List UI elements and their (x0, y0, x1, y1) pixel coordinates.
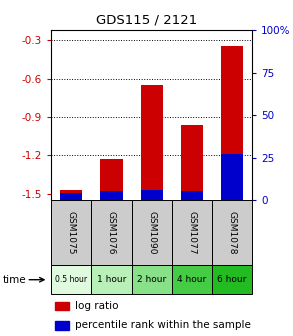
Bar (132, 265, 172, 294)
Text: 2 hour: 2 hour (137, 275, 166, 284)
Bar (181, 192, 203, 200)
Text: log ratio: log ratio (75, 301, 119, 311)
Text: GSM1078: GSM1078 (227, 211, 236, 254)
Bar (51, 200, 91, 265)
Text: GSM1077: GSM1077 (187, 211, 196, 254)
Text: 0.5 hour: 0.5 hour (55, 275, 87, 284)
Bar (60, 193, 82, 200)
Bar (91, 200, 132, 265)
Bar (221, 46, 243, 200)
Bar (51, 265, 91, 294)
Text: time: time (3, 275, 27, 285)
Bar (141, 190, 163, 200)
Bar (100, 192, 122, 200)
Bar (132, 200, 172, 265)
Bar (55, 302, 69, 310)
Bar (181, 125, 203, 200)
Bar (212, 265, 252, 294)
Bar (221, 154, 243, 200)
Bar (91, 265, 132, 294)
Text: GSM1075: GSM1075 (67, 211, 76, 254)
Bar (172, 265, 212, 294)
Text: 6 hour: 6 hour (217, 275, 247, 284)
Text: GSM1076: GSM1076 (107, 211, 116, 254)
Text: percentile rank within the sample: percentile rank within the sample (75, 320, 251, 330)
Bar (55, 321, 69, 330)
Text: 4 hour: 4 hour (177, 275, 206, 284)
Text: GSM1090: GSM1090 (147, 211, 156, 254)
Bar (100, 159, 122, 200)
Bar (212, 200, 252, 265)
Bar (60, 190, 82, 200)
Bar (141, 85, 163, 200)
Text: GDS115 / 2121: GDS115 / 2121 (96, 14, 197, 27)
Bar (172, 200, 212, 265)
Text: 1 hour: 1 hour (97, 275, 126, 284)
